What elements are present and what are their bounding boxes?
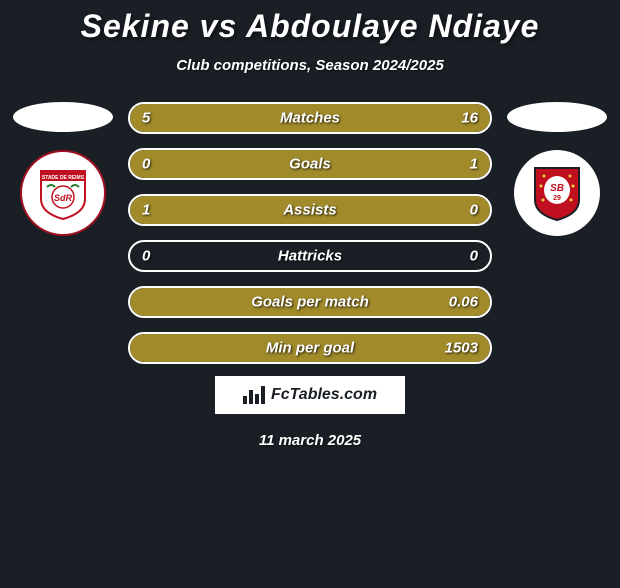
- stat-label: Assists: [283, 202, 336, 219]
- svg-text:SdR: SdR: [54, 193, 73, 203]
- right-player-ellipse: [507, 102, 607, 132]
- stats-column: 5 Matches 16 0 Goals 1 1 Assists 0 0 Hattricks 0 Goa…: [118, 102, 502, 364]
- stat-value-right: 0: [470, 202, 478, 219]
- reims-shield-icon: STADE DE REIMS SdR: [37, 165, 89, 221]
- right-player-column: SB 29: [502, 102, 612, 236]
- stat-value-right: 0.06: [449, 294, 478, 311]
- stat-fill-right: [216, 104, 490, 132]
- stat-value-left: 5: [142, 110, 150, 127]
- stat-bar: Goals per match 0.06: [128, 286, 492, 318]
- bar-chart-icon: [243, 386, 265, 404]
- left-player-column: STADE DE REIMS SdR: [8, 102, 118, 236]
- stat-value-right: 16: [461, 110, 478, 127]
- date-label: 11 march 2025: [259, 432, 361, 449]
- stat-value-left: 1: [142, 202, 150, 219]
- stat-value-right: 1503: [445, 340, 478, 357]
- footer: FcTables.com 11 march 2025: [0, 376, 620, 449]
- svg-text:STADE DE REIMS: STADE DE REIMS: [42, 175, 85, 181]
- stat-label: Matches: [280, 110, 340, 127]
- stat-label: Goals per match: [251, 294, 369, 311]
- stat-value-right: 0: [470, 248, 478, 265]
- stat-bar: 0 Hattricks 0: [128, 240, 492, 272]
- comparison-area: STADE DE REIMS SdR 5 Matches 16 0 Goals 1 1 Ass…: [0, 102, 620, 364]
- page-title: Sekine vs Abdoulaye Ndiaye: [0, 8, 620, 45]
- left-club-badge: STADE DE REIMS SdR: [20, 150, 106, 236]
- stat-bar: 0 Goals 1: [128, 148, 492, 180]
- stat-bar: 1 Assists 0: [128, 194, 492, 226]
- logo-text: FcTables.com: [271, 386, 377, 404]
- stat-label: Hattricks: [278, 248, 342, 265]
- stat-bar: 5 Matches 16: [128, 102, 492, 134]
- subtitle: Club competitions, Season 2024/2025: [0, 57, 620, 74]
- stat-bar: Min per goal 1503: [128, 332, 492, 364]
- stat-value-left: 0: [142, 248, 150, 265]
- left-player-ellipse: [13, 102, 113, 132]
- stat-label: Min per goal: [266, 340, 354, 357]
- stat-value-left: 0: [142, 156, 150, 173]
- stat-label: Goals: [289, 156, 331, 173]
- right-club-badge: SB 29: [514, 150, 600, 236]
- svg-text:SB: SB: [550, 183, 564, 194]
- stat-value-right: 1: [470, 156, 478, 173]
- fctables-logo[interactable]: FcTables.com: [215, 376, 405, 414]
- brest-shield-icon: SB 29: [529, 162, 585, 224]
- svg-text:29: 29: [553, 195, 561, 202]
